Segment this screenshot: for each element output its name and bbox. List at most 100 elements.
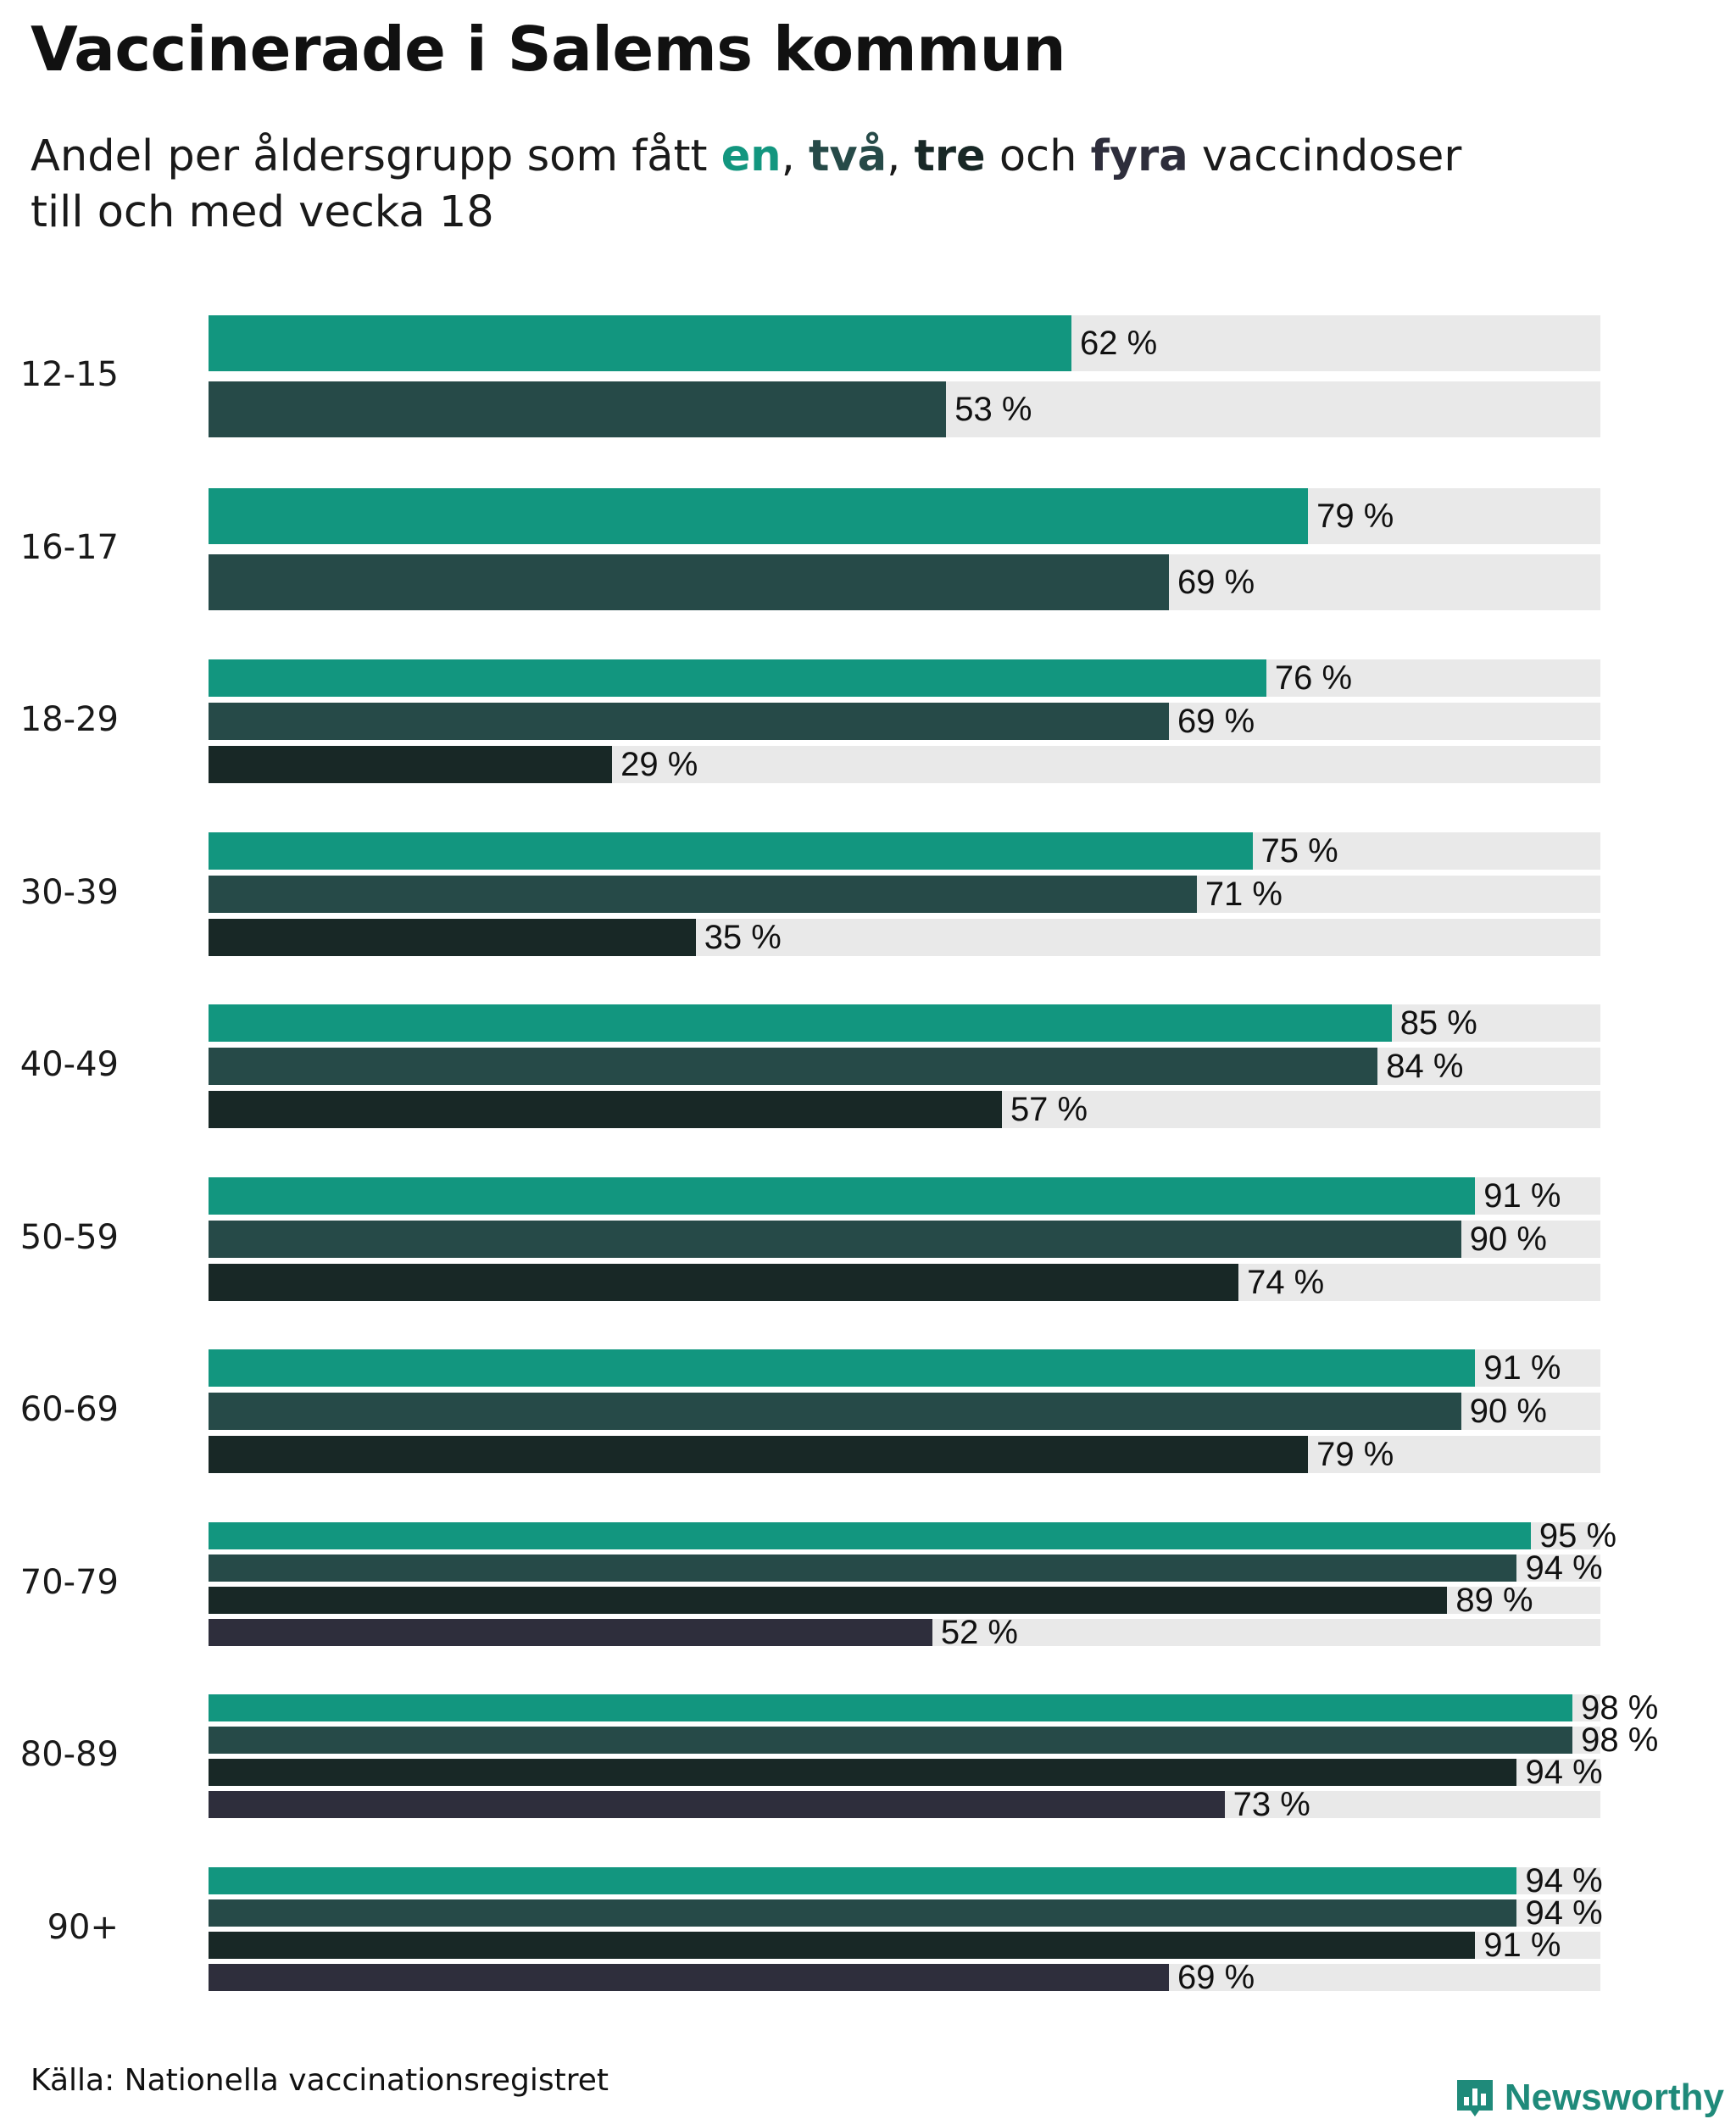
bar-två: [209, 875, 1197, 913]
group-label: 40-49: [19, 1045, 119, 1084]
bar-track: [209, 1694, 1600, 1721]
value-label: 90 %: [1469, 1220, 1547, 1258]
group-label: 50-59: [19, 1217, 119, 1257]
bar-track: [209, 1759, 1600, 1786]
bar-två: [209, 1899, 1517, 1927]
value-label: 94 %: [1525, 1894, 1603, 1932]
bar-tre: [209, 1759, 1517, 1786]
bar-två: [209, 553, 1169, 610]
bar-en: [209, 1004, 1392, 1042]
bar-track: [209, 703, 1600, 740]
bar-två: [209, 1554, 1517, 1582]
bar-tre: [209, 1091, 1002, 1128]
bar-en: [209, 1349, 1476, 1387]
bar-track: [209, 381, 1600, 437]
bar-track: [209, 1554, 1600, 1582]
subtitle-line2: till och med vecka 18: [31, 187, 494, 237]
value-label: 69 %: [1177, 563, 1255, 601]
source-note: Källa: Nationella vaccinationsregistret: [31, 2063, 609, 2098]
value-label: 98 %: [1581, 1689, 1659, 1727]
value-label: 94 %: [1525, 1861, 1603, 1899]
brand-logo: Newsworthy: [1454, 2077, 1724, 2119]
value-label: 76 %: [1274, 659, 1353, 697]
bar-track: [209, 1791, 1600, 1818]
bar-fyra: [209, 1791, 1225, 1818]
bar-track: [209, 315, 1600, 371]
value-label: 71 %: [1205, 875, 1283, 913]
bar-track: [209, 1263, 1600, 1301]
bar-track: [209, 1091, 1600, 1128]
group-label: 90+: [47, 1907, 119, 1947]
bar-två: [209, 1220, 1461, 1258]
bar-track: [209, 1899, 1600, 1927]
bar-tre: [209, 1931, 1476, 1959]
bar-tre: [209, 1586, 1448, 1614]
bar-två: [209, 703, 1169, 740]
bar-en: [209, 659, 1266, 697]
value-label: 69 %: [1177, 703, 1255, 740]
bar-två: [209, 1393, 1461, 1430]
bar-track: [209, 1866, 1600, 1894]
group-label: 80-89: [19, 1735, 119, 1774]
chart-subtitle: Andel per åldersgrupp som fått en, två, …: [31, 129, 1641, 241]
subtitle-sep: ,: [887, 131, 915, 181]
bar-två: [209, 1048, 1378, 1085]
bar-track: [209, 1220, 1600, 1258]
subtitle-sep: och: [985, 131, 1091, 181]
value-label: 90 %: [1469, 1393, 1547, 1430]
bar-track: [209, 918, 1600, 956]
value-label: 79 %: [1316, 497, 1394, 535]
bar-track: [209, 1393, 1600, 1430]
value-label: 91 %: [1483, 1349, 1561, 1387]
bar-tre: [209, 746, 613, 783]
value-label: 73 %: [1232, 1786, 1310, 1823]
bar-track: [209, 875, 1600, 913]
group-label: 60-69: [19, 1390, 119, 1429]
bar-track: [209, 1048, 1600, 1085]
chart-title: Vaccinerade i Salems kommun: [31, 14, 1066, 85]
value-label: 91 %: [1483, 1176, 1561, 1215]
group-label: 12-15: [19, 355, 119, 394]
group-label: 16-17: [19, 527, 119, 567]
subtitle-sep: ,: [781, 131, 810, 181]
bar-en: [209, 1176, 1476, 1215]
value-label: 69 %: [1177, 1958, 1255, 1996]
value-label: 29 %: [620, 746, 698, 783]
bar-en: [209, 831, 1253, 870]
bar-en: [209, 487, 1309, 544]
value-label: 35 %: [704, 918, 782, 956]
bar-track: [209, 487, 1600, 544]
value-label: 79 %: [1316, 1436, 1394, 1473]
value-label: 57 %: [1010, 1091, 1088, 1128]
subtitle-suffix: vaccindoser: [1188, 131, 1462, 181]
bar-två: [209, 1727, 1573, 1754]
bar-track: [209, 746, 1600, 783]
bar-track: [209, 659, 1600, 697]
bar-tre: [209, 918, 696, 956]
value-label: 95 %: [1538, 1516, 1617, 1554]
bar-en: [209, 1866, 1517, 1894]
value-label: 94 %: [1525, 1754, 1603, 1791]
bar-track: [209, 1586, 1600, 1614]
value-label: 52 %: [940, 1613, 1018, 1651]
value-label: 98 %: [1581, 1721, 1659, 1759]
value-label: 74 %: [1247, 1263, 1325, 1301]
subtitle-prefix: Andel per åldersgrupp som fått: [31, 131, 721, 181]
bar-track: [209, 1004, 1600, 1042]
bar-en: [209, 1521, 1531, 1549]
bar-fyra: [209, 1618, 932, 1646]
value-label: 53 %: [954, 391, 1032, 428]
bar-fyra: [209, 1963, 1169, 1991]
value-label: 85 %: [1399, 1004, 1477, 1042]
bar-tre: [209, 1263, 1239, 1301]
bar-track: [209, 1618, 1600, 1646]
value-label: 91 %: [1483, 1926, 1561, 1964]
legend-key-tre: tre: [914, 131, 986, 181]
bar-track: [209, 1521, 1600, 1549]
newsworthy-logo-icon: [1456, 2080, 1493, 2116]
legend-key-tva: två: [809, 131, 887, 181]
group-label: 70-79: [19, 1562, 119, 1602]
value-label: 75 %: [1260, 831, 1338, 870]
bar-tre: [209, 1436, 1309, 1473]
